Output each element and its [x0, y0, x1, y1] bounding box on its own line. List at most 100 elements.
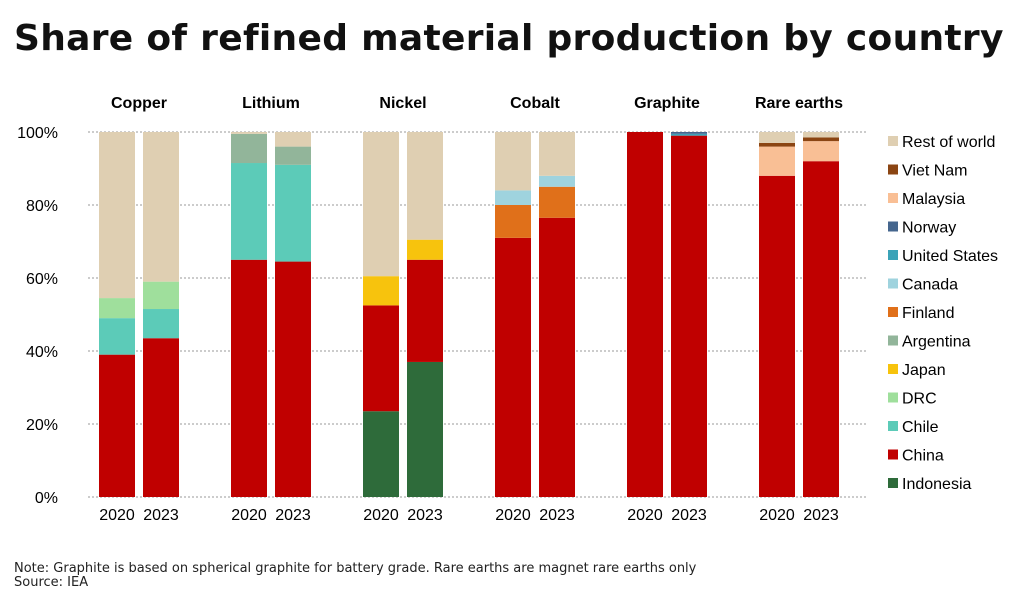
bar-segment-canada [495, 190, 531, 205]
y-tick-label: 80% [26, 198, 58, 215]
legend-swatch [888, 335, 898, 346]
bar-segment-japan [407, 239, 443, 260]
bar-segment-finland [539, 186, 575, 218]
group-label: Nickel [379, 95, 426, 112]
bar-segment-china [99, 354, 135, 497]
bar-segment-viet-nam [803, 137, 839, 142]
bar-segment-rest-of-world [363, 132, 399, 277]
legend-item: Japan [888, 362, 946, 379]
x-tick-label: 2023 [671, 507, 707, 524]
bar-segment-japan [363, 276, 399, 306]
legend-swatch [888, 278, 898, 289]
bar-group-graphite: Graphite 2020 2023 [627, 95, 707, 524]
legend-swatch [888, 364, 898, 374]
stacked-bar-chart: 0% 20% 40% 60% 80% 100% Copper 2020 2023 Lithium… [17, 95, 998, 524]
y-tick-label: 0% [35, 490, 58, 507]
legend-label: United States [902, 248, 998, 265]
legend-swatch [888, 221, 898, 232]
y-tick-label: 20% [26, 417, 58, 434]
chart-title: Share of refined material production by … [14, 18, 1004, 59]
legend-swatch [888, 449, 898, 460]
legend-label: Finland [902, 305, 954, 322]
bar-segment-norway [671, 132, 707, 134]
legend-swatch [888, 392, 898, 403]
legend-label: Malaysia [902, 191, 965, 208]
x-tick-label: 2023 [275, 507, 311, 524]
bar-segment-rest-of-world [231, 132, 267, 134]
legend-label: DRC [902, 391, 937, 408]
legend-label: Viet Nam [902, 163, 968, 180]
footnote: Note: Graphite is based on spherical gra… [14, 561, 697, 576]
legend-item: United States [888, 248, 998, 265]
bar-segment-rest-of-world [759, 132, 795, 143]
legend-swatch [888, 193, 898, 203]
y-tick-label: 100% [17, 125, 58, 142]
bar-segment-malaysia [803, 141, 839, 162]
legend-label: Canada [902, 277, 958, 294]
bar-segment-rest-of-world [495, 132, 531, 191]
x-tick-label: 2023 [143, 507, 179, 524]
bar-segment-china [275, 261, 311, 497]
bar-segment-argentina [275, 146, 311, 165]
x-tick-label: 2020 [627, 507, 663, 524]
legend-label: Rest of world [902, 134, 995, 151]
legend-label: Argentina [902, 334, 971, 351]
bar-segment-china [627, 132, 663, 497]
legend-label: Norway [902, 220, 956, 237]
bar-segment-rest-of-world [407, 132, 443, 240]
bar-segment-rest-of-world [99, 132, 135, 299]
bar-segment-china [803, 161, 839, 497]
legend-item: Canada [888, 277, 958, 294]
legend-item: Argentina [888, 334, 971, 351]
bar-segment-chile [231, 163, 267, 260]
legend-item: Viet Nam [888, 163, 968, 180]
bar-segment-china [231, 259, 267, 497]
bar-segment-china [407, 259, 443, 362]
y-tick-label: 40% [26, 344, 58, 361]
legend-item: Rest of world [888, 134, 995, 151]
bar-segment-rest-of-world [803, 132, 839, 138]
group-label: Rare earths [755, 95, 843, 112]
legend-item: China [888, 448, 944, 465]
legend-swatch [888, 478, 898, 488]
legend-label: Japan [902, 362, 946, 379]
bar-segment-rest-of-world [275, 132, 311, 147]
legend: Rest of world Viet Nam Malaysia Norway Unite… [888, 134, 998, 493]
legend-item: Indonesia [888, 476, 971, 493]
bar-segment-china [671, 135, 707, 497]
bar-segment-chile [275, 164, 311, 262]
bar-segment-malaysia [759, 146, 795, 176]
source-note: Source: IEA [14, 575, 89, 590]
x-tick-label: 2023 [803, 507, 839, 524]
bar-segment-china [495, 237, 531, 497]
bar-segment-indonesia [407, 361, 443, 497]
legend-item: Finland [888, 305, 954, 322]
bar-segment-rest-of-world [539, 132, 575, 176]
legend-label: China [902, 448, 944, 465]
legend-swatch [888, 421, 898, 431]
x-tick-label: 2020 [759, 507, 795, 524]
legend-item: DRC [888, 391, 937, 408]
group-label: Lithium [242, 95, 300, 112]
group-label: Graphite [634, 95, 700, 112]
bar-group-nickel: Nickel 2020 2023 [363, 95, 443, 524]
x-tick-label: 2023 [407, 507, 443, 524]
legend-label: Indonesia [902, 476, 971, 493]
legend-swatch [888, 307, 898, 317]
bar-segment-china [539, 217, 575, 497]
bar-segment-canada [539, 175, 575, 187]
bar-segment-rest-of-world [143, 132, 179, 282]
x-tick-label: 2020 [495, 507, 531, 524]
group-label: Copper [111, 95, 167, 112]
y-tick-label: 60% [26, 271, 58, 288]
y-axis: 0% 20% 40% 60% 80% 100% [17, 125, 58, 507]
legend-swatch [888, 164, 898, 175]
legend-item: Malaysia [888, 191, 965, 208]
x-tick-label: 2020 [99, 507, 135, 524]
bar-segment-chile [143, 309, 179, 339]
bar-segment-finland [495, 205, 531, 238]
bar-segment-argentina [231, 133, 267, 164]
group-label: Cobalt [510, 95, 560, 112]
legend-item: Chile [888, 419, 939, 436]
legend-label: Chile [902, 419, 939, 436]
